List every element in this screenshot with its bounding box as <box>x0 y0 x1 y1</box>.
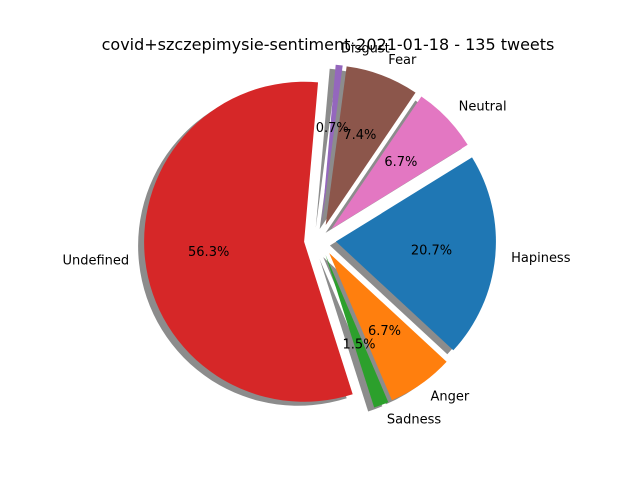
slice-hapiness <box>335 157 496 351</box>
slice-label-sadness: Sadness <box>387 412 441 427</box>
slice-label-undefined: Undefined <box>62 254 129 269</box>
slice-anger <box>329 253 447 401</box>
slice-percent-anger: 6.7% <box>368 324 401 339</box>
slice-label-hapiness: Hapiness <box>511 251 571 266</box>
slice-sadness <box>325 254 389 408</box>
slice-percent-undefined: 56.3% <box>188 245 229 260</box>
slice-percent-neutral: 6.7% <box>384 155 417 170</box>
slice-percent-sadness: 1.5% <box>342 337 375 352</box>
slice-undefined <box>144 81 353 402</box>
slice-neutral <box>331 96 468 229</box>
slice-label-neutral: Neutral <box>459 100 507 115</box>
slice-percent-fear: 7.4% <box>343 128 376 143</box>
slice-percent-disgust: 0.7% <box>316 121 349 136</box>
slice-labels: Undefined 56.3% Sadness 1.5% Anger 6.7% Hapine… <box>62 42 570 428</box>
slice-label-disgust: Disgust <box>341 42 390 57</box>
slice-label-anger: Anger <box>431 390 470 405</box>
pie-slices <box>144 64 496 408</box>
chart-title: covid+szczepimysie-sentiment-2021-01-18 … <box>102 35 555 54</box>
slice-shadow-disgust <box>315 68 337 229</box>
slice-percent-hapiness: 20.7% <box>411 243 452 258</box>
slice-label-fear: Fear <box>388 53 417 68</box>
slice-disgust <box>321 64 343 225</box>
slice-fear <box>325 66 416 226</box>
